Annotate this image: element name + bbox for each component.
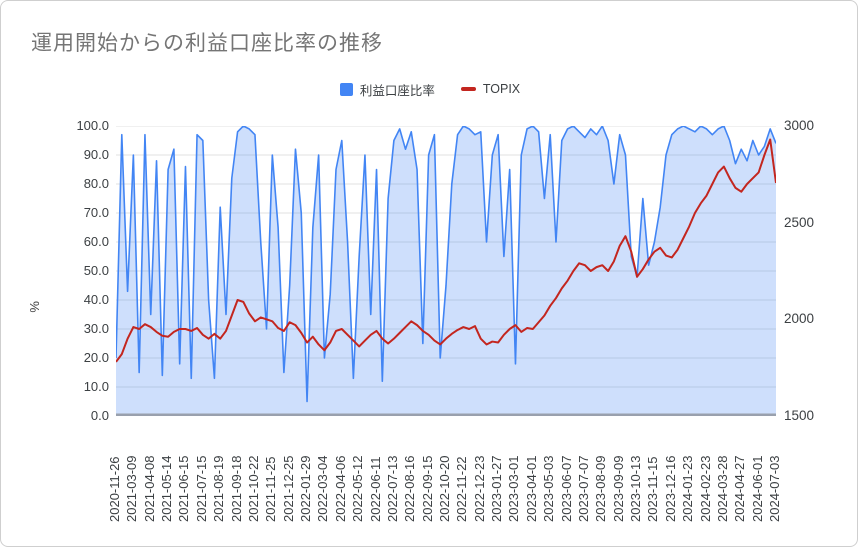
right-axis-tick-label: 2500 bbox=[784, 214, 815, 230]
topix-series-swatch-icon bbox=[460, 87, 476, 91]
chart-title: 運用開始からの利益口座比率の推移 bbox=[31, 32, 383, 55]
x-axis-tick-label: 2022-10-20 bbox=[437, 455, 452, 523]
x-axis-tick-label: 2023-01-27 bbox=[489, 455, 505, 523]
x-axis-tick-label: 2021-03-09 bbox=[124, 455, 140, 523]
ratio-line-series bbox=[116, 126, 776, 403]
x-axis-tick-label: 2022-06-11 bbox=[367, 456, 383, 522]
left-axis-tick-label: 20.0 bbox=[83, 350, 109, 365]
left-axis-tick-label: 40.0 bbox=[83, 292, 109, 307]
legend: 利益口座比率 TOPIX bbox=[1, 79, 857, 99]
right-axis-tick-label: 2000 bbox=[784, 311, 815, 327]
x-axis-tick-label: 2023-07-07 bbox=[575, 455, 591, 523]
x-axis-tick-label: 2024-02-23 bbox=[697, 455, 713, 523]
x-axis-tick-label: 2023-09-09 bbox=[610, 455, 626, 523]
x-axis-tick-label: 2021-11-25 bbox=[263, 456, 279, 522]
x-axis-tick-label: 2022-03-04 bbox=[315, 455, 331, 523]
legend-item-topix: TOPIX bbox=[460, 82, 521, 96]
x-axis-tick-label: 2023-08-09 bbox=[593, 455, 609, 523]
legend-item-ratio: 利益口座比率 bbox=[339, 80, 435, 99]
left-axis-tick-label: 0.0 bbox=[90, 408, 109, 423]
right-axis-tick-label: 1500 bbox=[784, 408, 815, 423]
x-axis-tick-label: 2024-07-03 bbox=[767, 455, 782, 523]
x-axis-tick-label: 2021-10-22 bbox=[245, 455, 261, 523]
left-axis-tick-label: 90.0 bbox=[83, 147, 109, 162]
x-axis-tick-label: 2021-09-18 bbox=[228, 455, 244, 523]
x-axis-tick-label: 2023-04-01 bbox=[523, 455, 539, 523]
left-axis-tick-label: 60.0 bbox=[83, 234, 109, 249]
x-axis-tick-label: 2024-04-27 bbox=[732, 455, 748, 523]
x-axis-tick-label: 2021-08-19 bbox=[211, 455, 227, 523]
x-axis-tick-label: 2021-12-25 bbox=[280, 455, 296, 523]
x-axis-tick-label: 2022-11-22 bbox=[454, 456, 470, 522]
legend-label-topix: TOPIX bbox=[482, 82, 521, 96]
left-axis-tick-label: 70.0 bbox=[83, 205, 109, 220]
x-axis-tick-label: 2022-04-06 bbox=[332, 455, 348, 523]
left-axis-tick-label: 30.0 bbox=[83, 321, 109, 336]
x-axis-tick-label: 2023-10-13 bbox=[628, 455, 644, 523]
x-axis-tick-label: 2023-03-01 bbox=[506, 455, 522, 523]
legend-label-ratio: 利益口座比率 bbox=[359, 83, 435, 98]
left-axis-tick-label: 80.0 bbox=[83, 176, 109, 191]
x-axis-tick-label: 2022-12-23 bbox=[471, 455, 487, 523]
x-axis-tick-label: 2022-09-15 bbox=[419, 455, 435, 523]
x-axis-tick-label: 2024-06-01 bbox=[749, 455, 765, 523]
x-axis-tick-label: 2023-05-03 bbox=[541, 455, 557, 523]
left-axis-tick-label: 10.0 bbox=[83, 379, 109, 394]
x-axis-tick-label: 2024-03-28 bbox=[714, 455, 730, 523]
x-axis-tick-label: 2021-06-15 bbox=[176, 455, 192, 523]
x-axis-tick-label: 2022-08-16 bbox=[402, 455, 418, 523]
left-axis-tick-label: 50.0 bbox=[83, 263, 109, 278]
x-axis-tick-label: 2020-11-26 bbox=[107, 456, 122, 522]
x-axis-tick-label: 2023-11-15 bbox=[645, 456, 661, 522]
x-axis-tick-label: 2023-06-07 bbox=[558, 455, 574, 523]
x-axis-tick-label: 2024-01-23 bbox=[680, 455, 696, 523]
topix-line-series bbox=[116, 138, 776, 363]
x-axis-tick-label: 2021-05-14 bbox=[159, 455, 175, 523]
ratio-area-fill bbox=[116, 126, 776, 416]
x-axis-tick-label: 2022-07-13 bbox=[384, 455, 400, 523]
ratio-series-swatch-icon bbox=[339, 82, 353, 96]
x-axis-tick-label: 2021-07-15 bbox=[193, 455, 209, 523]
x-axis-tick-label: 2021-04-08 bbox=[141, 455, 157, 523]
plot-svg bbox=[116, 126, 776, 416]
x-axis-tick-label: 2022-01-29 bbox=[298, 455, 314, 523]
x-axis-tick-label: 2023-12-16 bbox=[662, 455, 678, 523]
left-axis-tick-label: 100.0 bbox=[76, 118, 109, 133]
plot-area bbox=[116, 126, 776, 416]
x-axis-tick-label: 2022-05-12 bbox=[350, 455, 366, 523]
right-axis-tick-label: 3000 bbox=[784, 118, 815, 133]
